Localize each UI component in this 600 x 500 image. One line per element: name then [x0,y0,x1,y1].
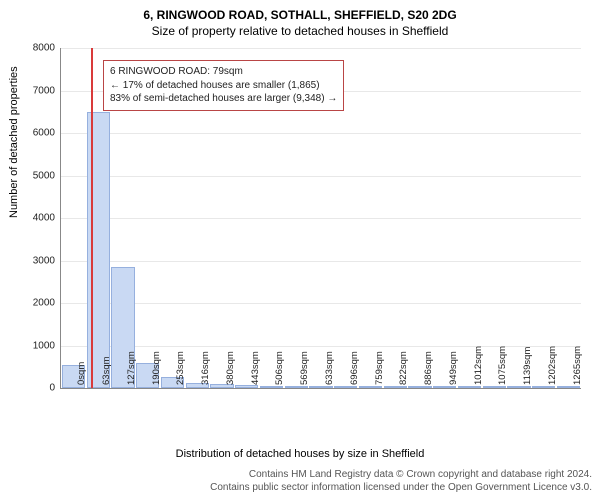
histogram-bar [260,386,283,388]
histogram-bar [235,385,258,388]
histogram-bar [507,386,530,388]
y-tick-label: 6000 [33,128,55,139]
histogram-bar [384,386,407,388]
gridline [61,303,581,304]
histogram-bar [557,386,580,388]
histogram-bar [408,386,431,388]
chart-title: 6, RINGWOOD ROAD, SOTHALL, SHEFFIELD, S2… [0,8,600,22]
chart-container: 6, RINGWOOD ROAD, SOTHALL, SHEFFIELD, S2… [0,0,600,500]
x-tick-label: 253sqm [175,351,186,385]
gridline [61,261,581,262]
x-tick-label: 1075sqm [497,346,508,385]
x-tick-label: 569sqm [299,351,310,385]
footnote-line: Contains public sector information licen… [210,481,592,494]
histogram-bar [458,386,481,388]
gridline [61,218,581,219]
x-tick-label: 633sqm [324,351,335,385]
y-tick-label: 7000 [33,85,55,96]
x-tick-label: 1139sqm [522,347,533,385]
marker-line [91,48,93,388]
x-tick-label: 696sqm [349,351,360,385]
x-tick-label: 1265sqm [572,346,583,385]
footnote: Contains HM Land Registry data © Crown c… [210,468,592,494]
y-tick-label: 3000 [33,255,55,266]
histogram-bar [433,386,456,388]
marker-callout: 6 RINGWOOD ROAD: 79sqm ← 17% of detached… [103,60,344,111]
x-tick-label: 380sqm [225,351,236,385]
y-tick-label: 4000 [33,213,55,224]
y-tick-label: 5000 [33,170,55,181]
callout-line: ← 17% of detached houses are smaller (1,… [110,79,337,93]
x-tick-label: 506sqm [274,351,285,385]
x-axis-label: Distribution of detached houses by size … [0,448,600,460]
y-tick-label: 1000 [33,340,55,351]
x-tick-label: 1012sqm [473,346,484,385]
x-tick-label: 759sqm [374,351,385,385]
callout-line: 6 RINGWOOD ROAD: 79sqm [110,65,337,79]
gridline [61,48,581,49]
x-tick-label: 316sqm [200,351,211,385]
histogram-bar [334,386,357,388]
histogram-bar [532,386,555,388]
histogram-bar [359,386,382,388]
gridline [61,176,581,177]
y-tick-label: 8000 [33,43,55,54]
x-tick-label: 1202sqm [547,346,558,385]
histogram-bar [483,386,506,388]
x-tick-label: 886sqm [423,351,434,385]
plot-area: 0100020003000400050006000700080000sqm63s… [60,48,581,389]
gridline [61,133,581,134]
y-axis-label: Number of detached properties [8,66,20,218]
histogram-bar [285,386,308,388]
footnote-line: Contains HM Land Registry data © Crown c… [210,468,592,481]
chart-subtitle: Size of property relative to detached ho… [0,24,600,38]
callout-line: 83% of semi-detached houses are larger (… [110,92,337,106]
x-tick-label: 822sqm [398,351,409,385]
histogram-bar [309,386,332,388]
y-tick-label: 0 [49,383,55,394]
x-tick-label: 949sqm [448,351,459,385]
y-tick-label: 2000 [33,298,55,309]
x-tick-label: 443sqm [250,351,261,385]
